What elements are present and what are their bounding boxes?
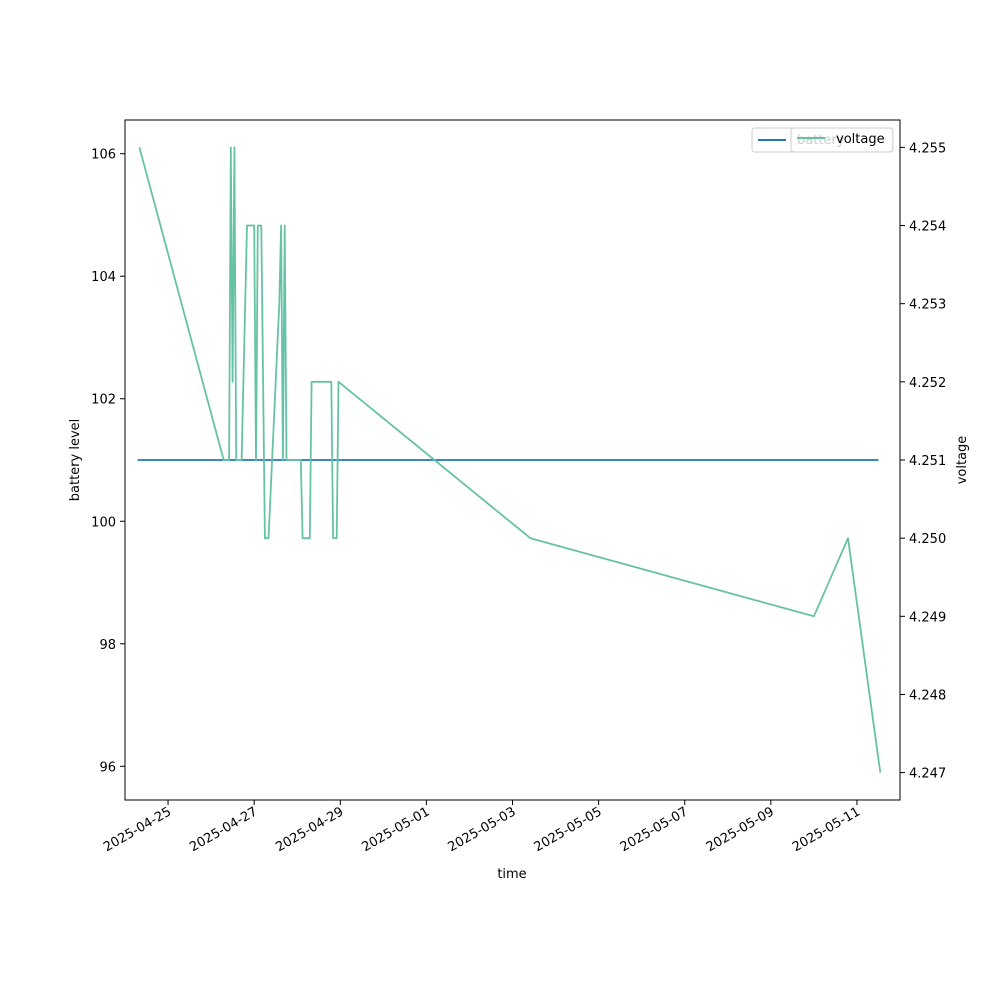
y-left-tick-label: 104	[91, 270, 116, 285]
x-axis-label: time	[497, 867, 526, 882]
y-left-tick-label: 96	[99, 760, 116, 775]
y-axis-left: 96 98 100 102 104 106	[91, 148, 125, 775]
legend-right-box	[790, 127, 894, 153]
y-right-tick-label: 4.250	[909, 532, 946, 547]
y-right-tick-label: 4.255	[909, 141, 946, 156]
x-tick-label: 2025-05-11	[790, 804, 863, 855]
x-tick-label: 2025-05-03	[446, 804, 519, 855]
y-left-tick-label: 106	[91, 148, 116, 163]
y-right-tick-label: 4.252	[909, 376, 946, 391]
x-tick-label: 2025-04-27	[187, 804, 260, 855]
y-axis-left-label: battery level	[68, 419, 83, 502]
x-tick-label: 2025-05-05	[532, 804, 605, 855]
plot-layer	[137, 146, 882, 773]
x-axis: 2025-04-25 2025-04-27 2025-04-29 2025-05-01…	[101, 800, 863, 855]
y-right-tick-label: 4.254	[909, 220, 946, 235]
y-right-tick-label: 4.253	[909, 298, 946, 313]
x-tick-label: 2025-04-25	[101, 804, 174, 855]
y-left-tick-label: 98	[99, 638, 116, 653]
y-axis-right: 4.247 4.248 4.249 4.250 4.251 4.252 4.253 4.254…	[900, 141, 946, 782]
y-left-tick-label: 100	[91, 515, 116, 530]
y-right-tick-label: 4.249	[909, 610, 946, 625]
x-tick-label: 2025-05-09	[704, 804, 777, 855]
x-tick-label: 2025-05-01	[359, 804, 432, 855]
x-tick-label: 2025-05-07	[618, 804, 691, 855]
y-left-tick-label: 102	[91, 393, 116, 408]
y-right-tick-label: 4.247	[909, 767, 946, 782]
x-tick-label: 2025-04-29	[273, 804, 346, 855]
series-line-voltage	[138, 146, 882, 773]
y-right-tick-label: 4.248	[909, 688, 946, 703]
legend-right: voltage	[790, 127, 894, 153]
legend-right-label: voltage	[836, 132, 885, 147]
y-axis-right-label: voltage	[955, 436, 970, 485]
y-right-tick-label: 4.251	[909, 454, 946, 469]
